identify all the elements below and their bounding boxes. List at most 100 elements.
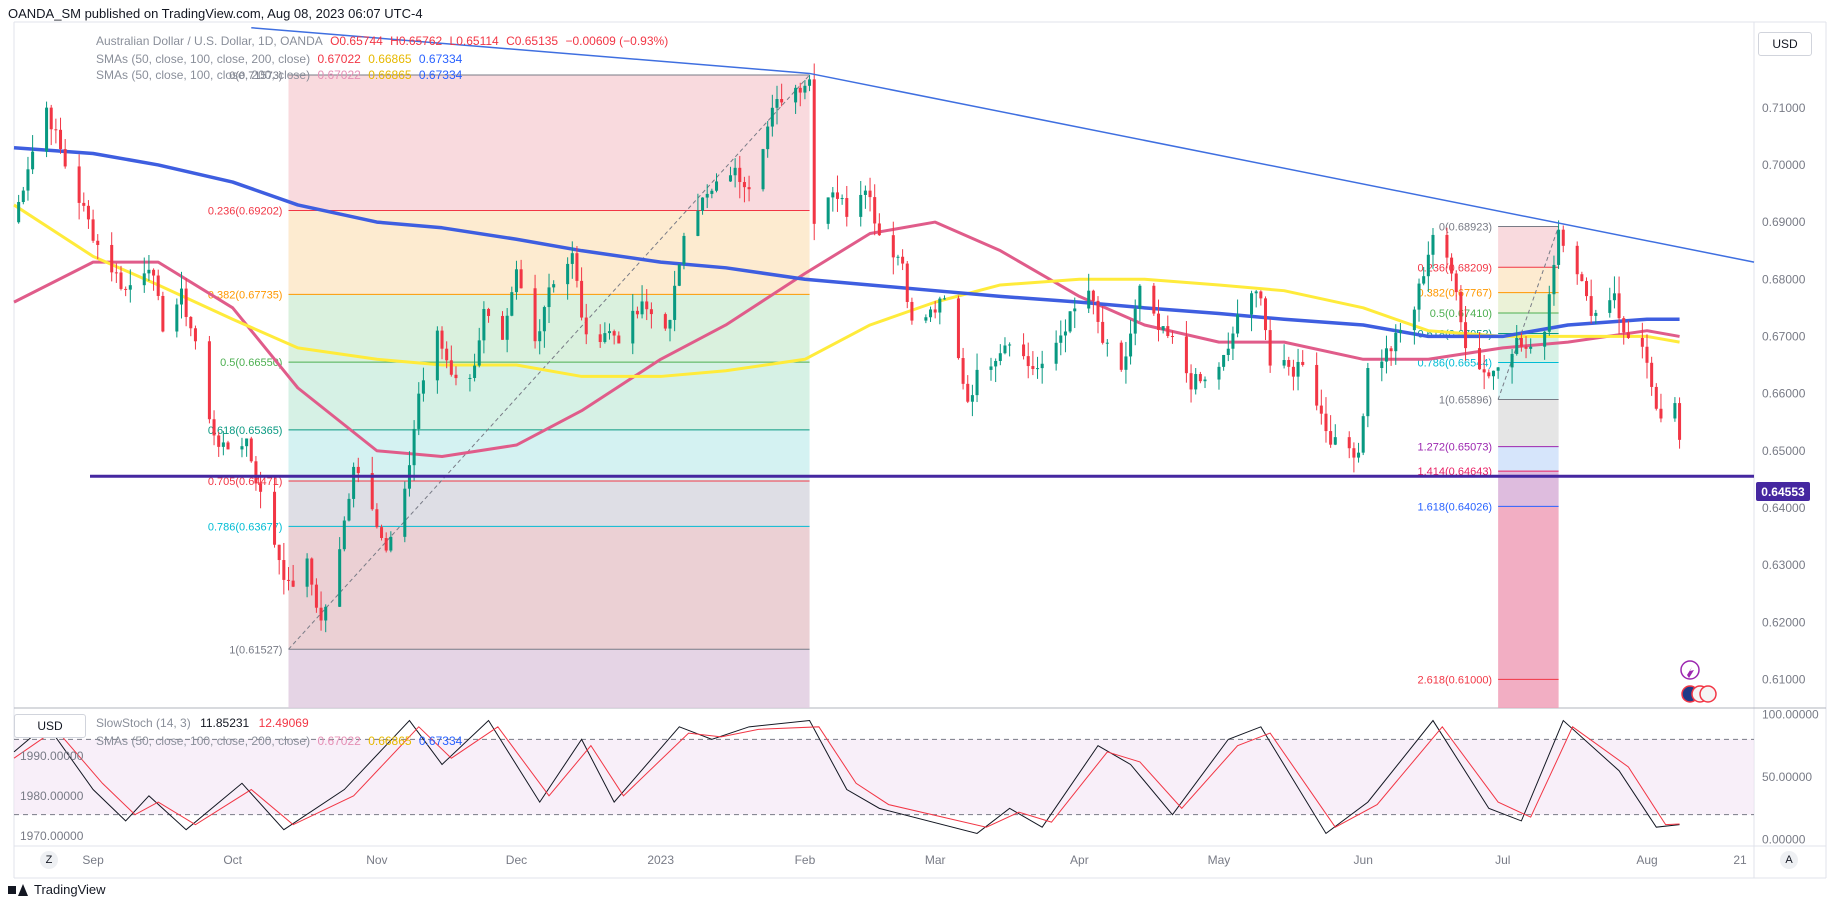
candle[interactable]: [468, 374, 472, 392]
candle[interactable]: [891, 221, 895, 275]
candle[interactable]: [1524, 336, 1528, 359]
candle[interactable]: [1040, 350, 1044, 384]
candle[interactable]: [1226, 332, 1230, 362]
candle[interactable]: [1426, 241, 1430, 293]
candle[interactable]: [1659, 393, 1663, 423]
candle[interactable]: [1008, 342, 1012, 357]
candle[interactable]: [77, 154, 81, 220]
candle[interactable]: [1254, 290, 1258, 308]
candle[interactable]: [929, 306, 933, 322]
candle[interactable]: [1036, 356, 1040, 379]
candle[interactable]: [347, 493, 351, 522]
sma50-line[interactable]: [13, 220, 1680, 458]
resistance-trendline[interactable]: [251, 26, 1755, 263]
candle[interactable]: [1612, 276, 1616, 309]
candle[interactable]: [1287, 356, 1291, 376]
candle[interactable]: [1519, 332, 1523, 352]
candle[interactable]: [1557, 220, 1561, 269]
candle[interactable]: [1282, 344, 1286, 369]
candle[interactable]: [970, 384, 974, 417]
candle[interactable]: [728, 166, 732, 182]
candle[interactable]: [1138, 284, 1142, 322]
candle[interactable]: [319, 591, 323, 631]
stoch-d-line[interactable]: [13, 726, 1680, 828]
candle[interactable]: [356, 457, 360, 483]
candle[interactable]: [863, 185, 867, 209]
candle[interactable]: [710, 188, 714, 199]
candle[interactable]: [1357, 442, 1361, 463]
candle[interactable]: [1445, 227, 1449, 269]
candle[interactable]: [1319, 389, 1323, 425]
candle[interactable]: [45, 101, 49, 158]
candle[interactable]: [649, 302, 653, 329]
candle[interactable]: [91, 209, 95, 243]
currency-button[interactable]: USD: [1758, 32, 1812, 56]
candle[interactable]: [705, 184, 709, 209]
candle[interactable]: [370, 456, 374, 511]
candle[interactable]: [82, 192, 86, 212]
candle[interactable]: [1170, 330, 1174, 344]
candle[interactable]: [780, 83, 784, 107]
candle[interactable]: [552, 280, 556, 293]
candle[interactable]: [1654, 383, 1658, 411]
candle[interactable]: [119, 265, 123, 291]
candle[interactable]: [701, 197, 705, 215]
candle[interactable]: [1380, 349, 1384, 382]
candle[interactable]: [273, 476, 277, 548]
candle[interactable]: [375, 503, 379, 529]
candle[interactable]: [868, 177, 872, 212]
candle[interactable]: [1645, 334, 1649, 379]
candle[interactable]: [547, 273, 551, 324]
candle[interactable]: [766, 120, 770, 158]
candle[interactable]: [1650, 356, 1654, 396]
candle[interactable]: [631, 294, 635, 355]
candle[interactable]: [1073, 297, 1077, 329]
candle[interactable]: [1031, 351, 1035, 376]
candle[interactable]: [1203, 376, 1207, 389]
candle[interactable]: [1189, 364, 1193, 403]
candle[interactable]: [808, 75, 812, 92]
candle[interactable]: [1529, 338, 1533, 354]
candle[interactable]: [663, 312, 667, 331]
candle[interactable]: [1026, 342, 1030, 379]
candle[interactable]: [417, 382, 421, 436]
candle[interactable]: [1678, 397, 1682, 449]
sma200-line[interactable]: [13, 146, 1680, 339]
candle[interactable]: [59, 117, 63, 154]
candle[interactable]: [161, 291, 165, 333]
candle[interactable]: [435, 326, 439, 394]
candle[interactable]: [742, 176, 746, 203]
candle[interactable]: [994, 358, 998, 383]
candle[interactable]: [975, 353, 979, 403]
candle[interactable]: [598, 324, 602, 348]
candle[interactable]: [1096, 296, 1100, 334]
candle[interactable]: [305, 553, 309, 598]
candle[interactable]: [1352, 442, 1356, 473]
candle[interactable]: [510, 286, 514, 317]
candle[interactable]: [184, 278, 188, 327]
candle[interactable]: [1594, 309, 1598, 325]
candle[interactable]: [482, 301, 486, 354]
candle[interactable]: [826, 197, 830, 230]
candle[interactable]: [1347, 431, 1351, 459]
candle[interactable]: [54, 118, 58, 144]
candle[interactable]: [645, 289, 649, 321]
candle[interactable]: [1198, 371, 1202, 384]
candle[interactable]: [1561, 225, 1565, 253]
candle[interactable]: [910, 297, 914, 325]
candle[interactable]: [1552, 255, 1556, 306]
candle[interactable]: [1296, 348, 1300, 391]
candle[interactable]: [775, 85, 779, 125]
candle[interactable]: [845, 185, 849, 227]
candle[interactable]: [794, 84, 798, 114]
candle[interactable]: [1417, 278, 1421, 322]
candle[interactable]: [310, 557, 314, 596]
candle[interactable]: [189, 316, 193, 337]
candle[interactable]: [1231, 326, 1235, 360]
candle[interactable]: [1496, 366, 1500, 379]
candle[interactable]: [1133, 299, 1137, 346]
candle[interactable]: [1268, 319, 1272, 373]
candle[interactable]: [49, 104, 53, 146]
candle[interactable]: [412, 420, 416, 481]
